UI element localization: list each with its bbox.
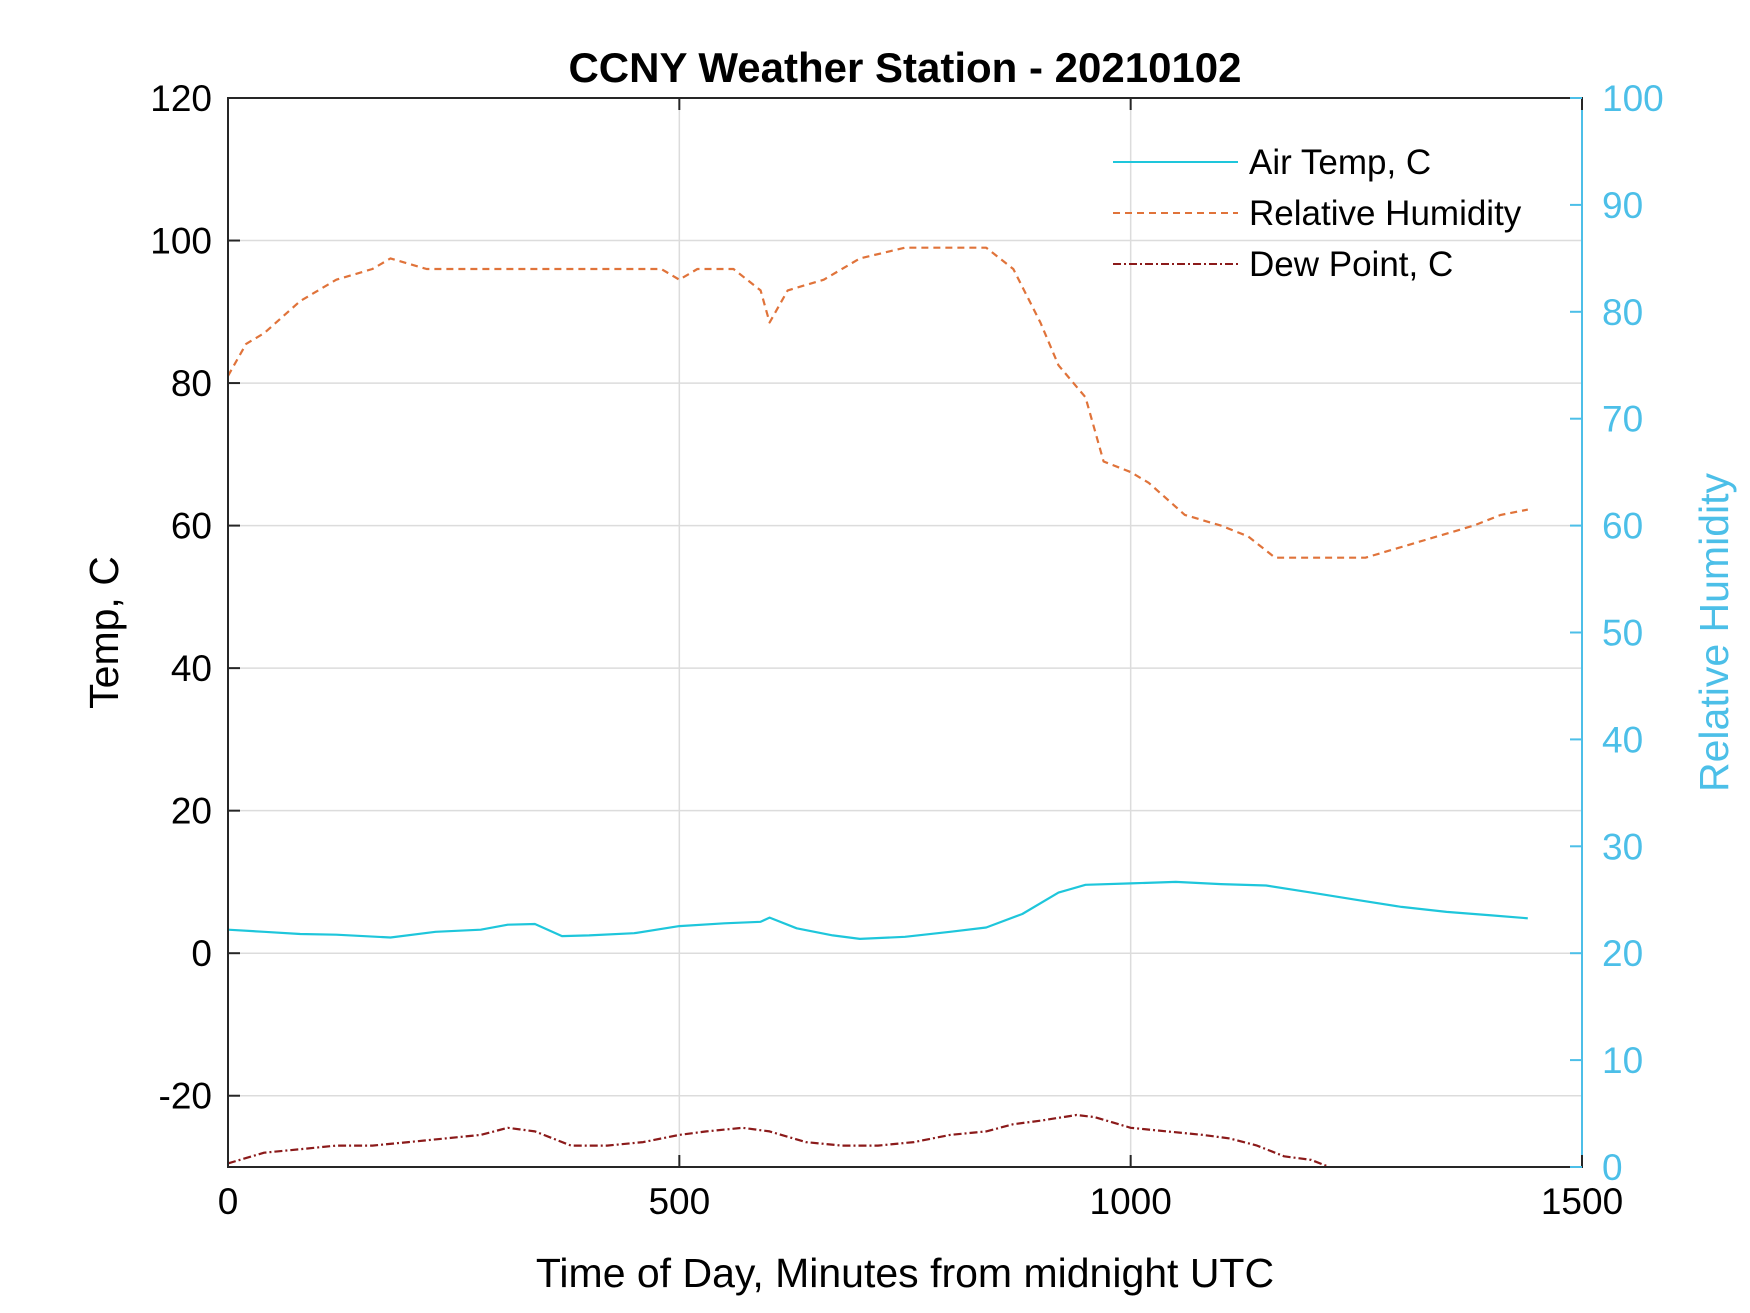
y-tick-label-right: 10 xyxy=(1602,1040,1643,1081)
y-tick-label-left: 80 xyxy=(171,363,212,404)
y-tick-label-right: 70 xyxy=(1602,399,1643,440)
y-tick-label-right: 0 xyxy=(1602,1147,1623,1188)
x-tick-label: 1000 xyxy=(1090,1181,1172,1222)
tick-labels: 0 500 1000 1500 -20 0 20 40 60 80 100 120 0 10 20 30 40 5… xyxy=(150,78,1663,1222)
y-tick-label-left: 60 xyxy=(171,506,212,547)
y-tick-label-left: 0 xyxy=(191,933,212,974)
grid xyxy=(228,98,1582,1167)
x-axis-label: Time of Day, Minutes from midnight UTC xyxy=(536,1250,1274,1296)
legend-label-air-temp: Air Temp, C xyxy=(1249,143,1431,182)
y-tick-label-left: 20 xyxy=(171,791,212,832)
legend: Air Temp, C Relative Humidity Dew Point,… xyxy=(1113,143,1522,284)
y-tick-label-right: 40 xyxy=(1602,719,1643,760)
y-tick-label-right: 30 xyxy=(1602,826,1643,867)
x-tick-label: 0 xyxy=(218,1181,239,1222)
x-tick-label: 500 xyxy=(648,1181,710,1222)
x-tick-label: 1500 xyxy=(1541,1181,1623,1222)
y-tick-label-left: 120 xyxy=(150,78,212,119)
series-dew-point xyxy=(228,1113,1330,1167)
series-relative-humidity xyxy=(228,246,1529,559)
legend-label-relative-humidity: Relative Humidity xyxy=(1249,194,1522,233)
y-tick-label-left: 40 xyxy=(171,648,212,689)
y-tick-label-right: 50 xyxy=(1602,613,1643,654)
series-air-temp xyxy=(228,880,1528,941)
y-tick-label-right: 80 xyxy=(1602,292,1643,333)
chart-title: CCNY Weather Station - 20210102 xyxy=(568,44,1241,91)
legend-label-dew-point: Dew Point, C xyxy=(1249,245,1453,284)
y-axis-label-right: Relative Humidity xyxy=(1691,473,1737,792)
y-tick-label-left: -20 xyxy=(159,1076,212,1117)
y-axis-label-left: Temp, C xyxy=(81,556,127,709)
y-tick-label-right: 90 xyxy=(1602,185,1643,226)
y-tick-label-right: 100 xyxy=(1602,78,1664,119)
series-layer xyxy=(228,246,1529,1167)
y-tick-label-right: 60 xyxy=(1602,506,1643,547)
y-tick-label-right: 20 xyxy=(1602,933,1643,974)
y-tick-label-left: 100 xyxy=(150,221,212,262)
tick-marks xyxy=(227,97,1583,1168)
